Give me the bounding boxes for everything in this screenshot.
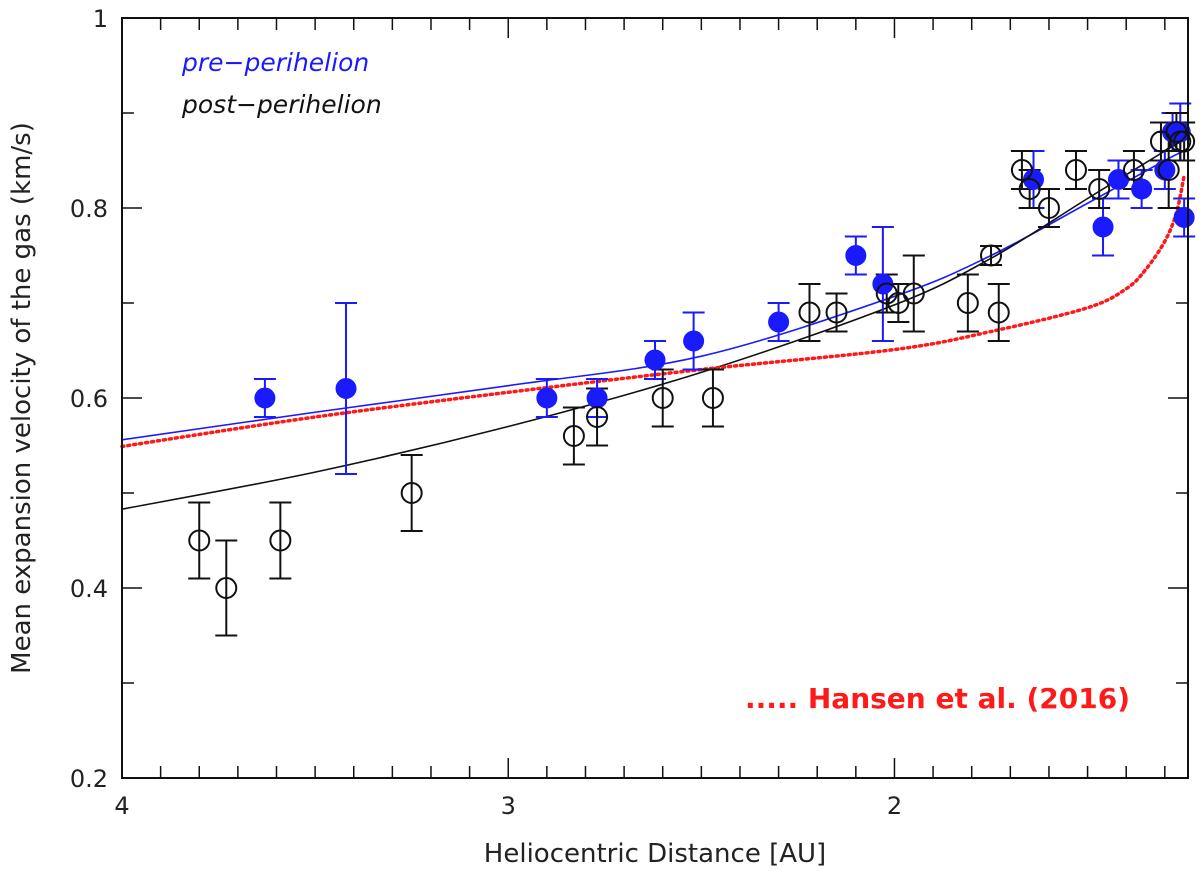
data-point-pre-perihelion	[254, 387, 276, 409]
error-bar	[400, 454, 423, 532]
y-tick-label: 1	[93, 5, 108, 33]
fit-curves	[120, 138, 1186, 510]
y-tick-label: 0.4	[70, 575, 108, 603]
data-point-pre-perihelion	[845, 245, 867, 266]
error-bar	[902, 254, 925, 333]
data-point-post-perihelion	[1157, 159, 1180, 181]
data-point-post-perihelion	[956, 292, 979, 314]
legend-entry-pre-perihelion: pre−perihelion	[181, 48, 369, 77]
data-point-post-perihelion	[1037, 197, 1060, 219]
data-point-pre-perihelion	[1092, 216, 1114, 238]
data-point-post-perihelion	[269, 529, 292, 552]
error-bar	[825, 292, 848, 333]
error-bar	[1064, 150, 1087, 190]
data-point-pre-perihelion	[536, 387, 558, 409]
error-bar	[956, 273, 979, 333]
data-point-pre-perihelion	[683, 330, 705, 352]
data-point-post-perihelion	[1173, 130, 1196, 153]
y-tick-label: 0.8	[70, 195, 108, 223]
data-point-pre-perihelion	[644, 349, 666, 371]
data-point-pre-perihelion	[1107, 169, 1129, 190]
error-bar	[798, 283, 821, 342]
data-point-post-perihelion	[987, 301, 1010, 324]
error-bar	[215, 539, 238, 637]
data-point-post-perihelion	[825, 301, 848, 324]
data-point-post-perihelion	[1010, 159, 1033, 181]
data-point-post-perihelion	[798, 301, 821, 324]
fit-curve	[121, 150, 1185, 441]
error-bar	[269, 501, 292, 580]
data-point-post-perihelion	[1122, 159, 1145, 181]
error-bar	[188, 501, 211, 580]
data-point-pre-perihelion	[1131, 178, 1153, 200]
data-point-pre-perihelion	[768, 311, 790, 333]
data-point-post-perihelion	[651, 387, 674, 409]
data-point-post-perihelion	[215, 577, 238, 599]
data-point-post-perihelion	[188, 529, 211, 552]
data-point-post-perihelion	[1064, 159, 1087, 181]
data-point-post-perihelion	[1018, 178, 1041, 200]
data-point-pre-perihelion	[1173, 207, 1195, 228]
data-point-pre-perihelion	[335, 378, 357, 399]
y-tick-label: 0.2	[70, 765, 108, 793]
x-tick-label: 3	[501, 792, 516, 820]
plot-frame	[121, 17, 1189, 779]
hansen-annotation: ..... Hansen et al. (2016)	[745, 682, 1130, 715]
legend-entry-post-perihelion: post−perihelion	[181, 90, 382, 119]
data-point-post-perihelion	[980, 244, 1003, 267]
data-point-post-perihelion	[1088, 178, 1111, 200]
y-axis-label: Mean expansion velocity of the gas (km/s…	[7, 122, 37, 674]
data-point-post-perihelion	[701, 387, 724, 409]
fit-curve	[121, 138, 1185, 510]
tick-marks	[121, 17, 1188, 779]
error-bar	[562, 406, 585, 466]
y-tick-label: 0.6	[70, 385, 108, 413]
tick-labels: 0.2 0.4 0.6 0.8 1 4 3 2	[70, 5, 902, 820]
data-point-post-perihelion	[586, 406, 609, 428]
data-points	[188, 121, 1196, 599]
error-bars	[188, 102, 1196, 637]
data-point-post-perihelion	[400, 482, 423, 504]
error-bar	[987, 283, 1010, 342]
error-bar	[1037, 188, 1060, 228]
error-bar	[701, 368, 724, 428]
data-point-pre-perihelion	[586, 387, 608, 409]
hansen-model-curve	[120, 173, 1186, 449]
data-point-post-perihelion	[562, 425, 585, 447]
x-tick-label: 4	[114, 792, 129, 820]
x-axis-label: Heliocentric Distance [AU]	[484, 839, 826, 869]
x-tick-label: 2	[887, 792, 902, 820]
error-bar	[1088, 169, 1111, 209]
data-point-post-perihelion	[902, 282, 925, 305]
